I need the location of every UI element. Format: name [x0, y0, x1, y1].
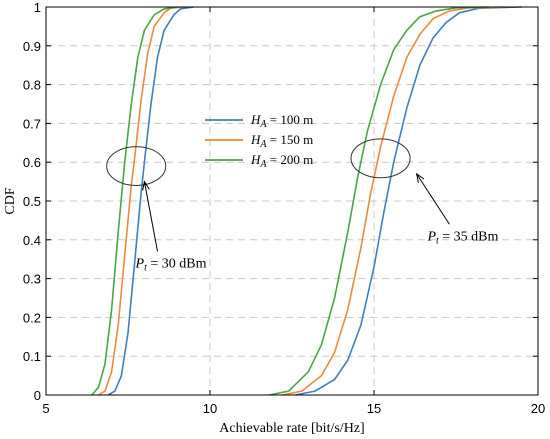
- x-tick-label: 5: [42, 401, 49, 416]
- grid: [46, 7, 538, 395]
- legend-label-2: HA = 150 m: [250, 132, 313, 150]
- series-line-1-group-1: [107, 6, 194, 396]
- y-tick-label: 0.5: [23, 194, 41, 209]
- annotation-arrow-line-2: [416, 173, 450, 225]
- y-tick-label: 0.1: [23, 349, 41, 364]
- x-axis-title: Achievable rate [bit/s/Hz]: [219, 421, 364, 436]
- y-axis-title: CDF: [3, 187, 18, 214]
- legend-label-1: HA = 100 m: [250, 112, 313, 130]
- annotation-arrowhead-1: [142, 180, 150, 191]
- annotation-arrowhead-2: [415, 172, 425, 183]
- annotations: Pt = 30 dBm Pt = 35 dBm: [106, 138, 499, 273]
- series-line-1-group-2: [295, 6, 522, 396]
- series-lines: [91, 6, 522, 396]
- x-tick-label: 20: [531, 401, 545, 416]
- y-tick-label: 0.8: [23, 78, 41, 93]
- x-tick-label: 15: [367, 401, 381, 416]
- legend-label-3: HA = 200 m: [250, 152, 313, 170]
- axis-ticks: 5 10 15 20 0 0.1 0.2 0.3 0.4 0.5 0.6 0.7 0.8 0.9 1: [23, 0, 545, 416]
- annotation-ellipse-1: [106, 146, 167, 186]
- y-tick-label: 0.2: [23, 310, 41, 325]
- legend: HA = 100 m HA = 150 m HA = 200 m: [205, 112, 313, 170]
- series-line-3-group-1: [91, 6, 178, 396]
- annotation-arrow-line-1: [143, 181, 159, 252]
- y-tick-label: 0.3: [23, 272, 41, 287]
- y-tick-label: 1: [34, 0, 41, 15]
- annotation-label-2: Pt = 35 dBm: [426, 229, 498, 246]
- y-tick-label: 0.9: [23, 39, 41, 54]
- x-tick-label: 10: [203, 401, 217, 416]
- series-line-3-group-2: [268, 6, 489, 396]
- series-line-2-group-2: [282, 6, 506, 396]
- y-tick-label: 0.6: [23, 155, 41, 170]
- y-tick-label: 0.4: [23, 233, 41, 248]
- y-tick-label: 0: [34, 388, 41, 403]
- annotation-ellipse-2: [350, 138, 411, 179]
- annotation-label-1: Pt = 30 dBm: [135, 256, 207, 273]
- y-tick-label: 0.7: [23, 116, 41, 131]
- series-line-2-group-1: [98, 6, 184, 396]
